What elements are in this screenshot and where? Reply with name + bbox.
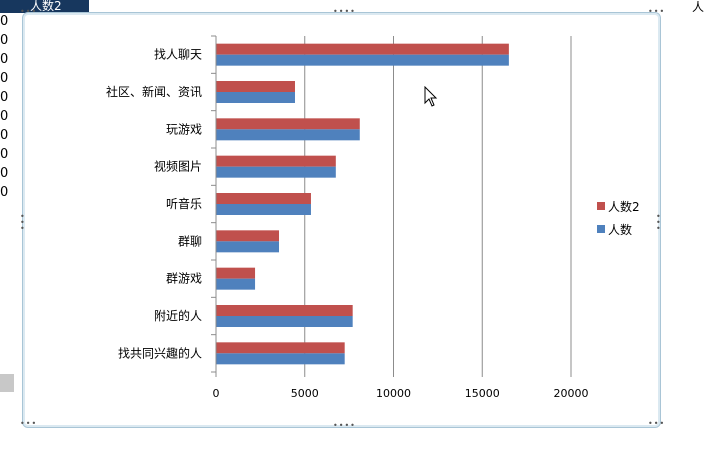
bar-series2[interactable] [216,204,311,215]
bar-series1[interactable] [216,305,353,316]
x-tick-label: 10000 [376,387,411,400]
x-tick-label: 20000 [554,387,589,400]
mouse-cursor-icon [424,86,438,107]
row-value[interactable]: 0 [0,147,9,162]
category-label: 附近的人 [154,308,202,323]
row-value[interactable]: 0 [0,185,9,200]
category-label: 群游戏 [166,272,202,286]
category-label: 找人聊天 [154,48,202,62]
row-value[interactable]: 0 [0,71,9,86]
x-tick-labels: 0 5000 10000 15000 20000 [213,387,589,400]
resize-handle-top-right[interactable]: ••• [648,7,666,16]
axes [211,35,572,377]
bar-series2[interactable] [216,166,336,178]
legend-label: 人数2 [608,199,640,214]
bar-series2[interactable] [216,241,280,253]
resize-handle-bottom[interactable]: •••• [333,421,356,430]
bars [216,43,509,365]
bar-series2[interactable] [216,353,345,365]
resize-handle-bottom-right[interactable]: ••• [648,419,666,428]
header-cell[interactable]: 人数2 [0,0,89,13]
x-tick-label: 15000 [465,387,500,400]
resize-handle-top[interactable]: •••• [333,7,356,16]
bar-series2[interactable] [216,92,295,103]
legend-swatch [597,225,605,233]
legend[interactable]: 人数2 人数 [597,199,640,237]
row-value[interactable]: 0 [0,166,9,181]
category-label: 听音乐 [166,196,202,211]
bar-series1[interactable] [216,230,280,242]
bar-series1[interactable] [216,118,360,130]
bar-series1[interactable] [216,155,336,167]
resize-handle-right[interactable]: • • • [656,212,662,233]
bar-series1[interactable] [216,81,295,92]
category-label: 群聊 [178,234,202,248]
row-value[interactable]: 0 [0,90,9,105]
row-value[interactable]: 0 [0,109,9,124]
x-tick-label: 0 [213,387,220,400]
category-label: 社区、新闻、资讯 [106,84,202,99]
category-label: 视频图片 [154,159,202,174]
row-value[interactable]: 0 [0,14,9,29]
bar-series2[interactable] [216,129,360,141]
resize-handle-top-left[interactable]: ••• [20,7,38,16]
row-value[interactable]: 0 [0,52,9,67]
bar-series1[interactable] [216,43,509,55]
row-value[interactable]: 0 [0,33,9,48]
bar-series1[interactable] [216,267,256,279]
legend-label: 人数 [608,222,632,237]
resize-handle-left[interactable]: • • • [20,212,26,233]
resize-handle-bottom-left[interactable]: ••• [20,419,38,428]
bar-series2[interactable] [216,54,509,66]
row-value[interactable]: 0 [0,128,9,143]
category-label: 找共同兴趣的人 [118,345,202,360]
category-label: 玩游戏 [166,122,202,136]
bar-series1[interactable] [216,342,345,354]
header-cell-right[interactable]: 人 [692,0,704,14]
bar-series2[interactable] [216,278,256,290]
legend-swatch [597,202,605,210]
x-tick-label: 5000 [291,387,319,400]
bar-series1[interactable] [216,193,311,204]
bar-series2[interactable] [216,316,353,327]
selected-cell[interactable] [0,374,14,392]
